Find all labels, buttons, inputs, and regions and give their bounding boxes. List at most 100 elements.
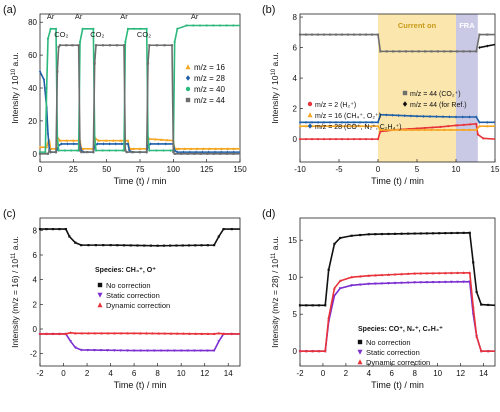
data-point xyxy=(316,120,320,124)
data-point xyxy=(468,115,471,119)
data-point xyxy=(322,138,326,141)
legend-label: Static correction xyxy=(366,348,420,357)
data-point xyxy=(380,232,384,236)
y-axis-label: Intensity (m/z = 28) / 1011 a.u. xyxy=(270,236,280,348)
data-point xyxy=(431,232,435,235)
data-point xyxy=(66,142,69,146)
plot-frame xyxy=(39,217,241,367)
data-point xyxy=(139,27,142,30)
data-point xyxy=(230,228,233,231)
data-point xyxy=(350,234,353,237)
data-point xyxy=(45,332,48,336)
data-point xyxy=(58,139,62,142)
data-point xyxy=(60,142,63,146)
legend-label: Dynamic correction xyxy=(366,358,430,367)
data-point xyxy=(310,33,314,36)
data-point xyxy=(385,128,389,132)
data-point xyxy=(145,331,148,335)
data-point xyxy=(119,349,123,353)
data-point xyxy=(93,62,96,65)
panel-label: (c) xyxy=(3,208,16,220)
data-point xyxy=(376,33,380,36)
data-point xyxy=(162,244,166,247)
y-tick-label: 10 xyxy=(288,273,297,282)
legend-marker xyxy=(185,64,191,70)
y-tick-label: 8 xyxy=(33,226,38,235)
data-point xyxy=(442,128,446,132)
x-tick-label: 6 xyxy=(390,369,395,378)
data-point xyxy=(304,124,308,128)
data-point xyxy=(65,44,68,47)
data-point xyxy=(212,152,215,155)
data-point xyxy=(49,27,52,30)
x-tick-label: 125 xyxy=(200,165,214,174)
data-point xyxy=(472,261,475,264)
data-point xyxy=(476,133,479,136)
data-point xyxy=(400,272,403,276)
data-point xyxy=(304,349,308,353)
x-axis-label: Time (t) / min xyxy=(371,380,424,390)
data-point xyxy=(97,139,101,142)
data-point xyxy=(358,138,362,141)
data-point xyxy=(454,115,458,119)
data-point xyxy=(111,139,115,142)
data-point xyxy=(109,244,112,247)
x-tick-label: 15 xyxy=(491,165,500,174)
data-point xyxy=(115,44,119,47)
data-point xyxy=(413,232,416,235)
y-tick-label: 2 xyxy=(293,105,298,114)
data-point xyxy=(124,149,127,152)
y-axis-label-exp: 10 xyxy=(11,68,17,75)
data-point xyxy=(46,132,50,136)
data-point xyxy=(380,273,384,277)
data-point xyxy=(317,304,321,307)
data-point xyxy=(333,286,336,290)
series-3 xyxy=(298,33,495,53)
legend-label: m/z = 44 (CO₂⁺) xyxy=(410,91,461,98)
data-point xyxy=(400,281,403,285)
legend-label: m/z = 28 (CO⁺, N₂⁺, C₂H₄⁺) xyxy=(315,124,401,131)
x-tick-label: 8 xyxy=(155,369,160,378)
legend: m/z = 2 (H₂⁺) m/z = 16 (CH₄⁺, O₂⁺) m/z = 2… xyxy=(307,90,467,131)
x-tick-label: 6 xyxy=(132,369,137,378)
data-point xyxy=(450,280,453,284)
data-point xyxy=(57,45,60,48)
data-point xyxy=(172,151,175,154)
data-point xyxy=(74,241,77,244)
data-point xyxy=(187,244,191,247)
data-point xyxy=(411,50,414,53)
y-axis-label-main: Intensity (m/z = 16) / 10 xyxy=(10,259,20,348)
data-point xyxy=(478,45,481,50)
data-point xyxy=(364,120,368,124)
legend-marker xyxy=(357,349,363,355)
data-point xyxy=(126,139,130,142)
data-point xyxy=(126,27,130,30)
data-point xyxy=(437,280,441,284)
data-point xyxy=(485,124,489,128)
data-point xyxy=(475,50,478,53)
data-point xyxy=(398,50,401,53)
data-point xyxy=(206,244,209,247)
data-point xyxy=(443,271,447,275)
data-point xyxy=(151,331,154,335)
series-0 xyxy=(38,228,240,247)
data-point xyxy=(163,331,167,335)
data-point xyxy=(186,152,189,155)
data-point xyxy=(443,50,446,53)
data-point xyxy=(162,149,165,152)
data-point xyxy=(45,86,48,90)
series-0 xyxy=(298,231,496,307)
data-point xyxy=(157,142,160,146)
y-axis-label-unit: a.u. xyxy=(10,52,20,69)
legend-label: m/z = 2 (H₂⁺) xyxy=(315,102,356,109)
x-tick-label: 10 xyxy=(433,369,442,378)
data-point xyxy=(393,272,397,276)
data-point xyxy=(376,120,380,124)
y-tick-label: 80 xyxy=(28,18,37,27)
data-point xyxy=(188,150,191,154)
series-4 xyxy=(478,43,496,50)
legend-marker xyxy=(185,75,191,81)
y-tick-label: 0 xyxy=(33,150,38,159)
legend-label: m/z = 28 xyxy=(194,74,225,83)
